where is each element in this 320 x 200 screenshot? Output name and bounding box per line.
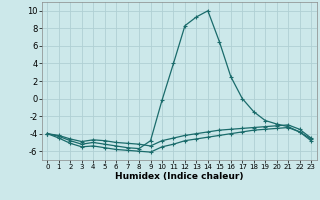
X-axis label: Humidex (Indice chaleur): Humidex (Indice chaleur) bbox=[115, 172, 244, 181]
